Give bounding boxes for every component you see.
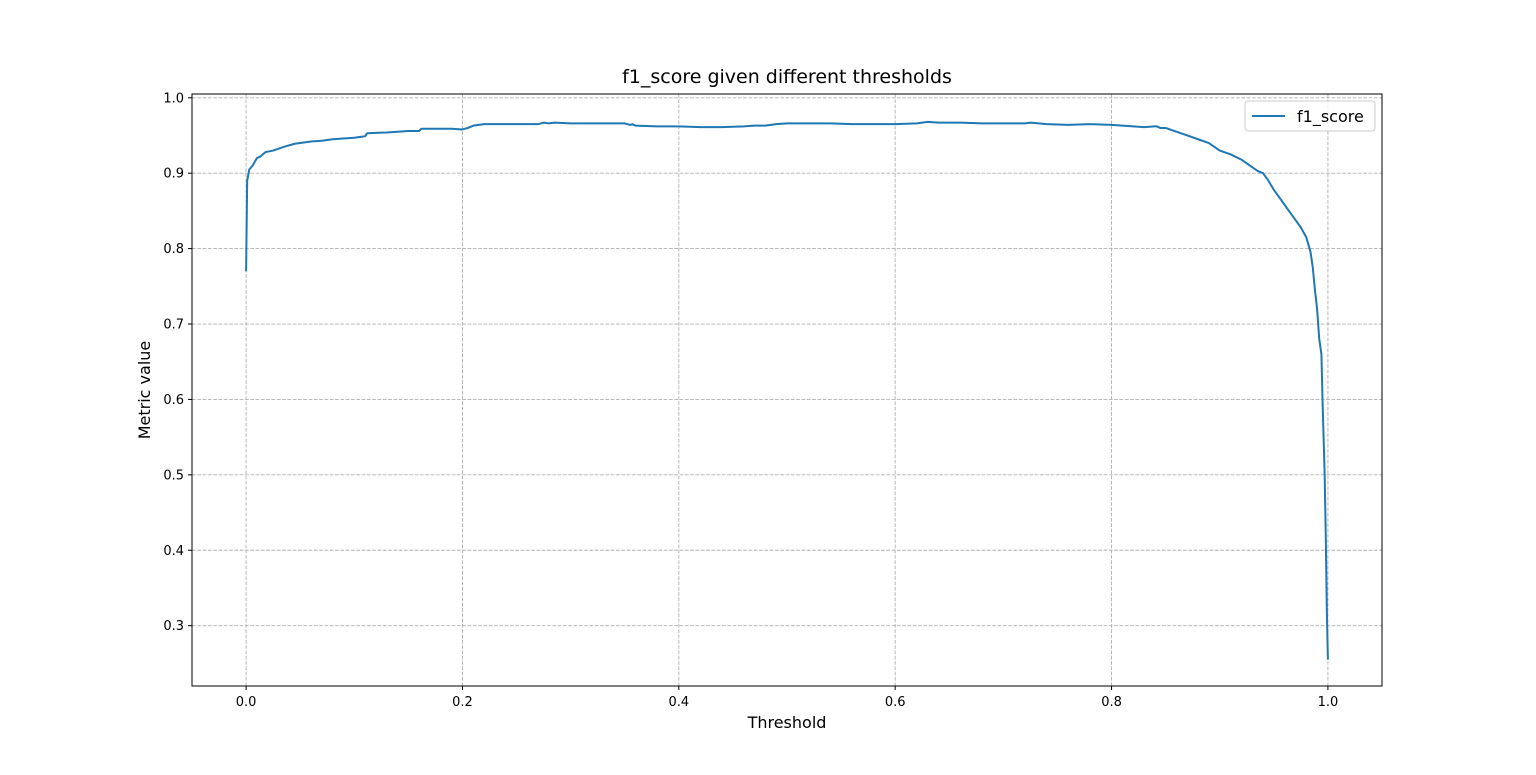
- x-tick-label: 0.0: [236, 695, 257, 710]
- y-axis-label: Metric value: [135, 341, 154, 440]
- legend-box: [1244, 100, 1376, 132]
- x-tick-label: 0.4: [668, 695, 689, 710]
- legend: f1_score: [1244, 100, 1376, 132]
- series-line-f1-score: [245, 120, 1329, 660]
- x-axis-label: Threshold: [747, 713, 827, 732]
- x-tick-label: 0.8: [1101, 695, 1122, 710]
- y-tick-label: 0.7: [163, 318, 184, 333]
- chart-title: f1_score given different thresholds: [622, 66, 952, 88]
- y-tick-label: 0.4: [163, 544, 184, 559]
- y-tick-label: 0.6: [163, 393, 184, 408]
- y-tick-label: 0.3: [163, 619, 184, 634]
- y-tick-label: 0.5: [163, 468, 184, 483]
- legend-label: f1_score: [1297, 107, 1364, 127]
- x-tick-label: 0.2: [452, 695, 473, 710]
- grid: [192, 94, 1382, 686]
- y-tick-label: 0.9: [163, 167, 184, 182]
- x-tick-label: 1.0: [1318, 695, 1339, 710]
- series-layer: [245, 120, 1329, 660]
- x-tick-label: 0.6: [885, 695, 906, 710]
- y-tick-label: 0.8: [163, 242, 184, 257]
- ticks: 0.0 0.2 0.4 0.6 0.8 1.0 0.3 0.4 0.5 0.6 0.7 0.8 0.9 1…: [163, 91, 1338, 710]
- plot-frame: [191, 93, 1383, 687]
- y-tick-label: 1.0: [163, 91, 184, 106]
